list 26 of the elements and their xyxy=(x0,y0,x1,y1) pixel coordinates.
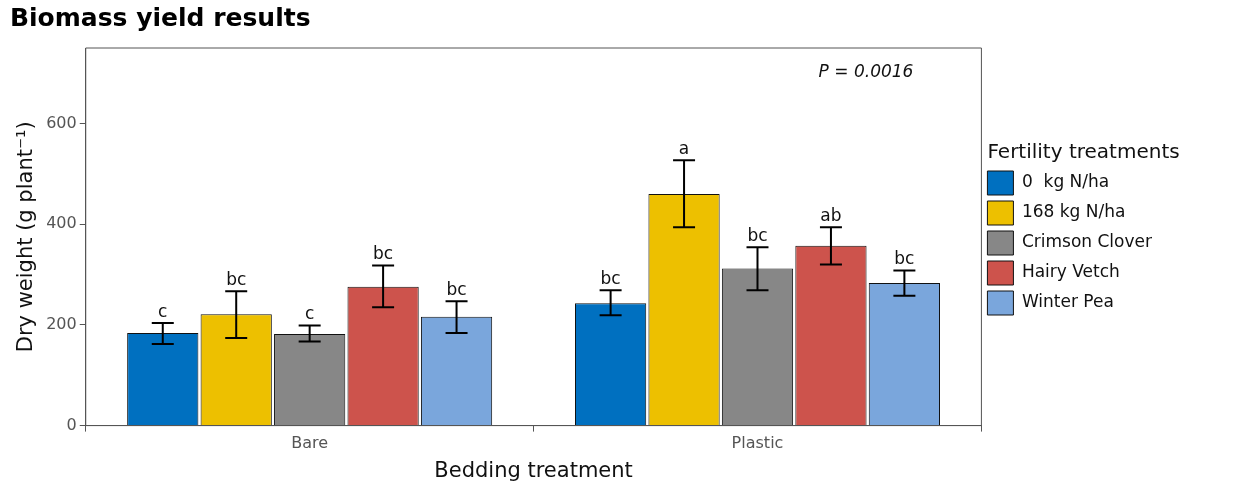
data-label: bc xyxy=(894,248,915,269)
data-label: ab xyxy=(820,205,842,226)
y-tick-label: 400 xyxy=(46,213,77,233)
data-label: bc xyxy=(747,225,768,246)
legend-label: 0 kg N/ha xyxy=(1021,171,1110,192)
data-label: bc xyxy=(373,243,394,264)
data-label: c xyxy=(158,300,168,321)
legend-label: Winter Pea xyxy=(1021,291,1114,312)
y-tick-label: 200 xyxy=(46,314,77,334)
data-label: bc xyxy=(446,279,467,300)
legend-label: Crimson Clover xyxy=(1021,231,1153,252)
chart-title: Biomass yield results xyxy=(10,2,311,32)
y-tick-label: 600 xyxy=(46,112,77,132)
data-label: c xyxy=(304,303,315,324)
legend-label: Hairy Vetch xyxy=(1021,261,1120,282)
data-label: a xyxy=(678,138,690,159)
data-label: bc xyxy=(600,268,621,289)
y-axis-title: Dry weight (g plant⁻¹) xyxy=(13,121,38,353)
legend-title: Fertility treatments xyxy=(987,139,1180,164)
data-label: bc xyxy=(226,269,247,290)
annotation: P = 0.0016 xyxy=(818,60,914,81)
x-tick-label: Bare xyxy=(291,433,329,453)
legend-label: 168 kg N/ha xyxy=(1021,201,1126,222)
y-tick-label: 0 xyxy=(66,414,77,434)
x-tick-label: Plastic xyxy=(731,433,784,453)
x-axis-title: Bedding treatment xyxy=(434,457,633,482)
